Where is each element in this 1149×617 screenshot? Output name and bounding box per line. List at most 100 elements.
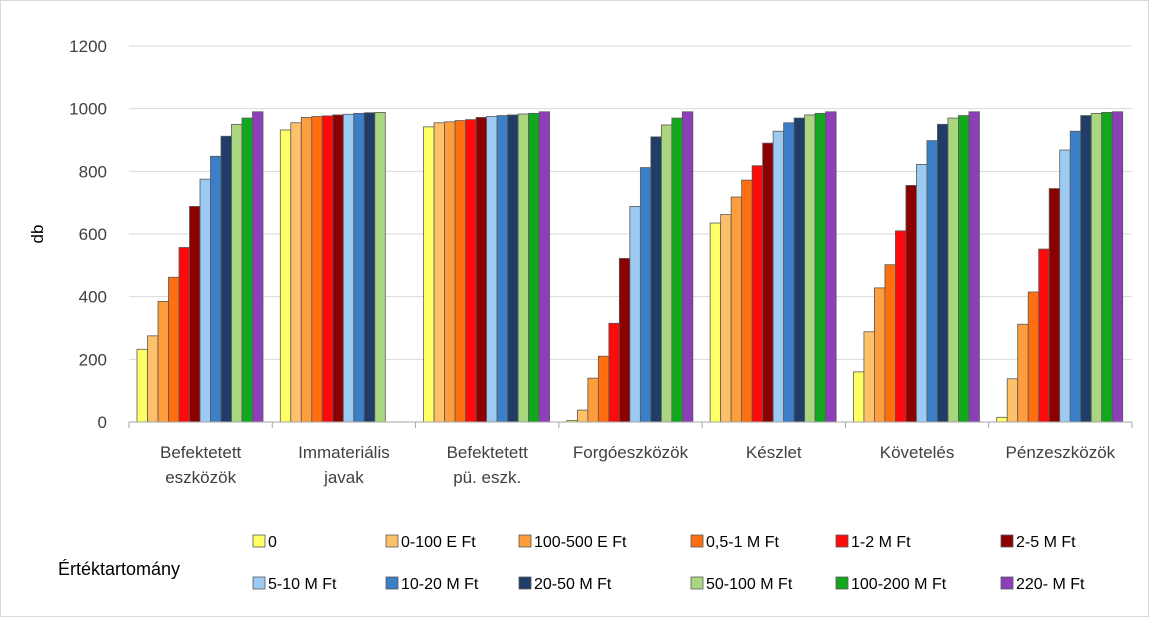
y-tick-label: 1000 xyxy=(69,100,107,119)
bar xyxy=(772,130,785,423)
bar xyxy=(321,115,334,423)
category-label: Pénzeszközök xyxy=(1006,443,1116,462)
bar xyxy=(199,178,211,423)
bar xyxy=(454,120,466,423)
bar xyxy=(608,322,620,423)
category-label-line: Készlet xyxy=(746,443,802,462)
category-label-line: Befektetett xyxy=(160,443,242,462)
legend-swatch xyxy=(252,576,266,590)
bar xyxy=(968,111,980,423)
bar xyxy=(958,115,970,423)
bar xyxy=(1006,378,1019,423)
legend-swatch xyxy=(690,534,704,548)
bar xyxy=(1069,130,1082,423)
bar xyxy=(465,119,477,423)
legend-label: 2-5 M Ft xyxy=(1016,534,1076,551)
legend-label: 5-10 M Ft xyxy=(268,576,337,593)
bar xyxy=(342,113,355,423)
legend-label: 0,5-1 M Ft xyxy=(706,534,779,551)
legend-label: 20-50 M Ft xyxy=(534,576,612,593)
category-label: Követelés xyxy=(880,443,955,462)
legend-swatch xyxy=(690,576,704,590)
bar xyxy=(241,117,253,423)
bar xyxy=(804,114,816,423)
bar xyxy=(290,122,302,423)
y-tick-label: 600 xyxy=(79,225,107,244)
bar xyxy=(279,129,292,423)
bar xyxy=(1090,112,1103,423)
y-axis-title: db xyxy=(28,225,47,244)
bar xyxy=(136,348,148,423)
bar xyxy=(905,185,917,423)
bar xyxy=(363,112,376,423)
legend-title: Értéktartomány xyxy=(58,559,180,579)
bar xyxy=(853,371,865,423)
category-label: Befektetett eszközök xyxy=(160,443,242,487)
bar xyxy=(475,117,487,423)
bar xyxy=(709,222,722,423)
bar xyxy=(751,165,764,423)
category-label: Immateriális javak xyxy=(298,443,390,487)
legend-label: 0 xyxy=(268,534,277,551)
y-tick-label: 800 xyxy=(79,162,107,181)
legend-label: 100-500 E Ft xyxy=(534,534,627,551)
bar xyxy=(793,117,806,423)
bar xyxy=(762,142,774,423)
category-label: Forgóeszközök xyxy=(573,443,689,462)
category-label-line: Befektetett xyxy=(447,443,529,462)
bar xyxy=(814,112,827,423)
legend-label: 50-100 M Ft xyxy=(706,576,793,593)
bar xyxy=(157,300,169,423)
bar xyxy=(433,122,445,423)
bar xyxy=(618,258,631,423)
bar xyxy=(311,116,323,423)
bar xyxy=(650,136,662,423)
legend-swatch xyxy=(252,534,266,548)
bar xyxy=(1048,188,1061,423)
bar xyxy=(895,230,907,423)
bar xyxy=(947,117,959,423)
bar xyxy=(517,113,529,423)
legend-swatch xyxy=(518,576,532,590)
bar xyxy=(374,112,386,423)
bar xyxy=(252,111,264,423)
bar xyxy=(220,135,232,423)
bar xyxy=(147,335,159,423)
bar xyxy=(576,409,589,423)
bar xyxy=(189,206,201,423)
bar xyxy=(671,117,683,423)
legend-label: 1-2 M Ft xyxy=(851,534,911,551)
bar xyxy=(884,264,896,423)
bar xyxy=(996,416,1008,423)
legend-swatch xyxy=(835,576,849,590)
category-label-line: eszközök xyxy=(165,468,236,487)
bar xyxy=(538,111,550,423)
bar xyxy=(597,355,610,423)
bar xyxy=(1059,149,1071,423)
legend-label: 100-200 M Ft xyxy=(851,576,947,593)
bar xyxy=(937,123,949,423)
category-label: Befektetett pü. eszk. xyxy=(447,443,529,487)
bar xyxy=(1038,248,1050,423)
bar xyxy=(444,121,456,423)
bar xyxy=(1101,112,1113,423)
legend-swatch xyxy=(1000,576,1014,590)
bar xyxy=(926,140,938,423)
bar xyxy=(496,115,508,423)
legend-swatch xyxy=(385,534,399,548)
bar xyxy=(178,247,190,423)
bar xyxy=(1017,323,1029,423)
bar xyxy=(168,276,180,423)
y-tick-label: 200 xyxy=(79,350,107,369)
category-label-line: javak xyxy=(323,468,364,487)
legend-label: 0-100 E Ft xyxy=(401,534,476,551)
y-tick-label: 0 xyxy=(98,413,107,432)
bar xyxy=(629,206,641,423)
bar xyxy=(1080,115,1092,423)
bar xyxy=(916,164,928,423)
bar xyxy=(1027,291,1040,423)
bar xyxy=(423,126,435,423)
bar xyxy=(528,112,540,423)
